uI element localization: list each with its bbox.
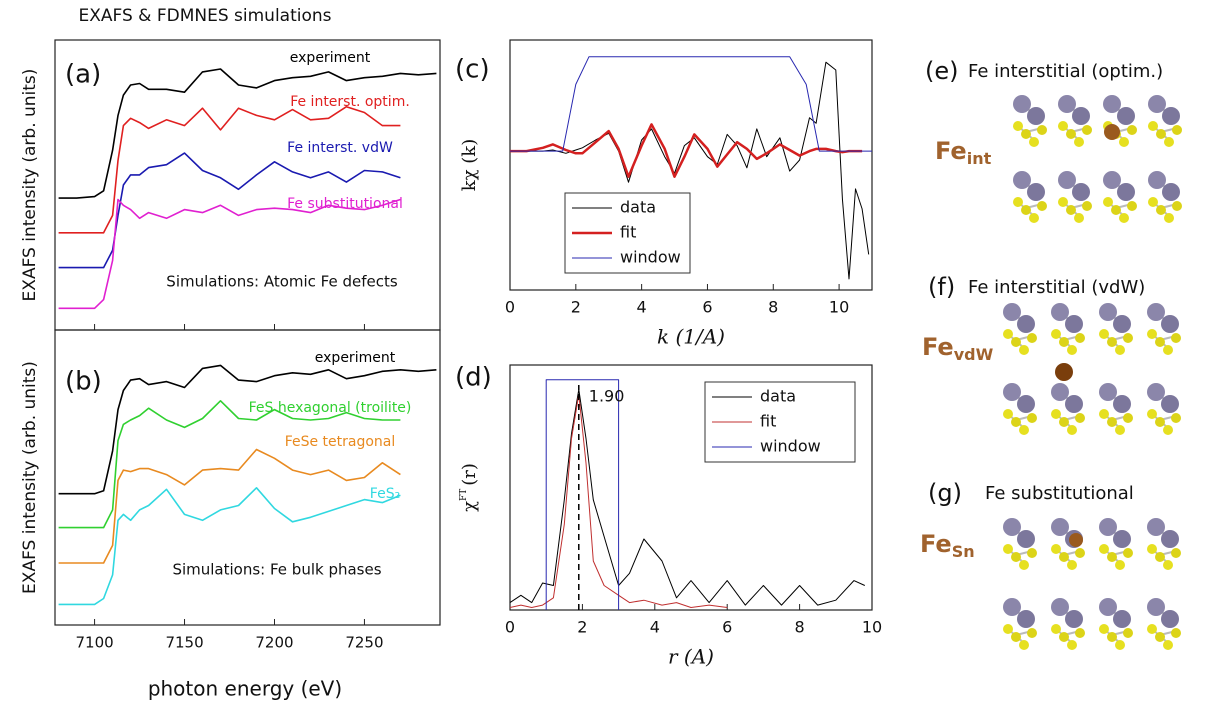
x-tick-label: 2 [571, 298, 581, 317]
atom-label-sub: vdW [954, 345, 994, 364]
x-tick-label: 7100 [75, 634, 113, 652]
curve-label: Fe interst. optim. [290, 94, 410, 110]
panel-label: (a) [65, 60, 101, 90]
curve [58, 68, 437, 199]
curve-label: FeS₂ [370, 486, 400, 502]
x-tick-label: 4 [650, 618, 660, 637]
legend-label: data [760, 387, 796, 406]
curve [509, 389, 866, 606]
panel-label: (g) [928, 479, 962, 507]
x-axis-label: r (A) [668, 645, 714, 669]
x-tick-label: 0 [505, 618, 515, 637]
plot-frame [509, 364, 873, 611]
x-tick-label: 2 [577, 618, 587, 637]
structure-f [1003, 303, 1181, 435]
atom-label-sub: Sn [952, 542, 975, 561]
structure-title: Fe substitutional [985, 483, 1134, 504]
panel-label: (c) [455, 55, 490, 85]
panel-label: (d) [455, 363, 492, 393]
annotation: 1.90 [589, 387, 625, 406]
legend-label: fit [620, 223, 636, 242]
figure-title: EXAFS & FDMNES simulations [78, 6, 331, 26]
atom-label-main: Fe [922, 333, 954, 361]
plot-frame [54, 329, 441, 626]
structure-e [1013, 95, 1182, 223]
curve-label: experiment [315, 350, 396, 366]
atom-label-sub: int [967, 149, 992, 168]
legend-label: fit [760, 412, 776, 431]
legend-label: window [760, 437, 821, 456]
structure-title: Fe interstitial (optim.) [968, 61, 1163, 82]
atom-label: FeSn [920, 530, 975, 561]
curve [58, 105, 401, 234]
y-axis-label: kχ (k) [459, 139, 480, 192]
curve [58, 364, 437, 495]
curve-label: FeSe tetragonal [285, 434, 396, 450]
panel-label: (e) [925, 57, 959, 85]
atom-label-main: Fe [935, 137, 967, 165]
structure-title: Fe interstitial (vdW) [968, 277, 1145, 298]
curve [510, 61, 870, 280]
y-axis-label: EXAFS intensity (arb. units) [20, 361, 40, 594]
panel-label: (f) [928, 273, 955, 301]
y-axis-label: EXAFS intensity (arb. units) [20, 69, 40, 302]
structure-g [1003, 518, 1181, 650]
curve [509, 393, 728, 608]
curve [58, 400, 401, 529]
curve [510, 56, 872, 152]
curve [58, 152, 401, 269]
x-tick-label: 10 [862, 618, 882, 637]
curve [58, 198, 401, 310]
x-axis-label: k (1/A) [657, 325, 725, 349]
x-axis-label: photon energy (eV) [148, 677, 342, 701]
x-tick-label: 6 [702, 298, 712, 317]
curve [58, 487, 401, 606]
atom-label: FevdW [922, 333, 994, 364]
curve-label: Fe substitutional [287, 196, 403, 212]
y-axis-label: χFT (r) [459, 463, 481, 512]
y-axis-label-part: (r) [459, 463, 480, 486]
panel-label: (b) [65, 367, 102, 397]
curve [545, 379, 620, 610]
x-tick-label: 4 [637, 298, 647, 317]
x-tick-label: 7150 [165, 634, 203, 652]
atom-label-main: Fe [920, 530, 952, 558]
plot-frame [509, 39, 873, 291]
curve [58, 448, 401, 564]
annotation: Simulations: Atomic Fe defects [166, 273, 398, 291]
y-axis-label-part: FT [459, 489, 469, 501]
curve-label: Fe interst. vdW [287, 140, 393, 156]
legend-label: window [620, 248, 681, 267]
x-tick-label: 0 [505, 298, 515, 317]
curve-label: experiment [290, 50, 371, 66]
x-tick-label: 8 [795, 618, 805, 637]
legend-label: data [620, 198, 656, 217]
x-tick-label: 6 [722, 618, 732, 637]
atom-label: Feint [935, 137, 992, 168]
annotation: Simulations: Fe bulk phases [172, 561, 381, 579]
x-tick-label: 7250 [345, 634, 383, 652]
x-tick-label: 8 [768, 298, 778, 317]
curve-label: FeS hexagonal (troilite) [249, 400, 412, 416]
x-tick-label: 10 [829, 298, 849, 317]
y-axis-label-part: χ [459, 501, 480, 512]
x-tick-label: 7200 [255, 634, 293, 652]
